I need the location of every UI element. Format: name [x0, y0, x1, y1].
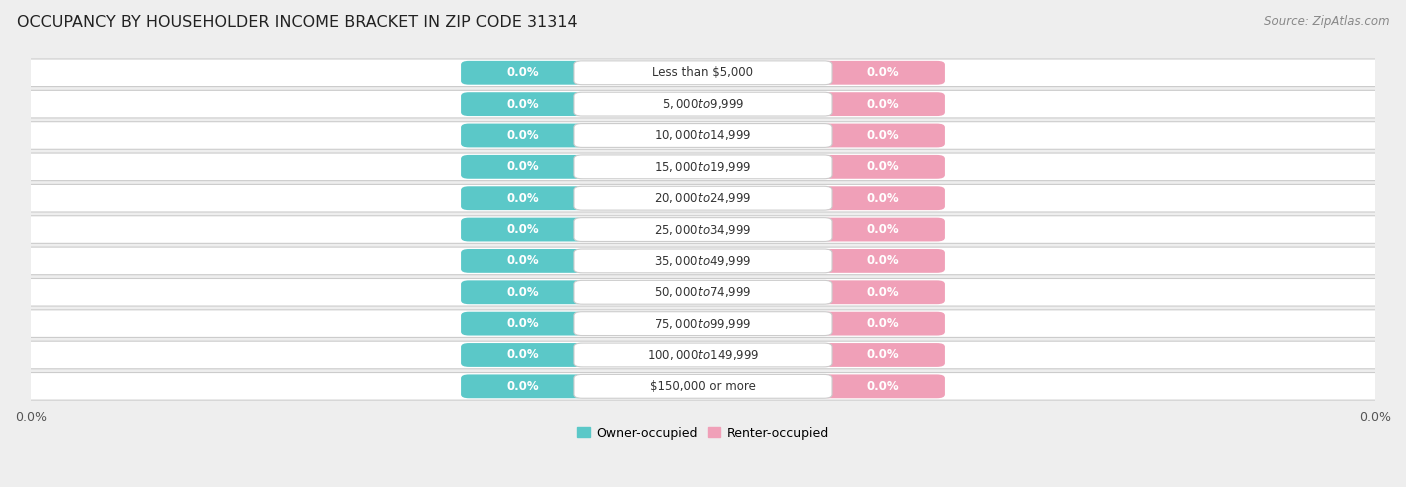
Text: 0.0%: 0.0%: [866, 192, 900, 205]
FancyBboxPatch shape: [461, 343, 585, 367]
FancyBboxPatch shape: [28, 122, 1378, 150]
FancyBboxPatch shape: [574, 375, 832, 398]
FancyBboxPatch shape: [821, 218, 945, 242]
FancyBboxPatch shape: [28, 59, 1378, 87]
FancyBboxPatch shape: [28, 153, 1378, 181]
FancyBboxPatch shape: [574, 281, 832, 304]
Text: 0.0%: 0.0%: [506, 129, 540, 142]
Text: 0.0%: 0.0%: [866, 254, 900, 267]
Text: 0.0%: 0.0%: [506, 349, 540, 361]
Text: $75,000 to $99,999: $75,000 to $99,999: [654, 317, 752, 331]
Text: 0.0%: 0.0%: [866, 317, 900, 330]
Text: $100,000 to $149,999: $100,000 to $149,999: [647, 348, 759, 362]
FancyBboxPatch shape: [461, 124, 585, 148]
FancyBboxPatch shape: [461, 155, 585, 179]
Text: 0.0%: 0.0%: [506, 317, 540, 330]
Text: 0.0%: 0.0%: [866, 349, 900, 361]
FancyBboxPatch shape: [28, 216, 1378, 244]
FancyBboxPatch shape: [461, 281, 585, 304]
Text: 0.0%: 0.0%: [866, 380, 900, 393]
Text: 0.0%: 0.0%: [506, 380, 540, 393]
Text: 0.0%: 0.0%: [866, 223, 900, 236]
FancyBboxPatch shape: [574, 155, 832, 179]
FancyBboxPatch shape: [461, 218, 585, 242]
FancyBboxPatch shape: [461, 249, 585, 273]
FancyBboxPatch shape: [28, 185, 1378, 212]
FancyBboxPatch shape: [821, 343, 945, 367]
Text: 0.0%: 0.0%: [506, 254, 540, 267]
FancyBboxPatch shape: [461, 312, 585, 336]
Legend: Owner-occupied, Renter-occupied: Owner-occupied, Renter-occupied: [572, 422, 834, 445]
FancyBboxPatch shape: [574, 312, 832, 336]
Text: 0.0%: 0.0%: [506, 223, 540, 236]
Text: $15,000 to $19,999: $15,000 to $19,999: [654, 160, 752, 174]
Text: $10,000 to $14,999: $10,000 to $14,999: [654, 129, 752, 143]
FancyBboxPatch shape: [461, 375, 585, 398]
Text: $20,000 to $24,999: $20,000 to $24,999: [654, 191, 752, 205]
Text: 0.0%: 0.0%: [866, 286, 900, 299]
Text: 0.0%: 0.0%: [506, 192, 540, 205]
FancyBboxPatch shape: [574, 124, 832, 148]
FancyBboxPatch shape: [28, 90, 1378, 118]
FancyBboxPatch shape: [821, 92, 945, 116]
FancyBboxPatch shape: [821, 281, 945, 304]
FancyBboxPatch shape: [574, 92, 832, 116]
FancyBboxPatch shape: [574, 249, 832, 273]
Text: 0.0%: 0.0%: [866, 129, 900, 142]
Text: 0.0%: 0.0%: [506, 160, 540, 173]
Text: OCCUPANCY BY HOUSEHOLDER INCOME BRACKET IN ZIP CODE 31314: OCCUPANCY BY HOUSEHOLDER INCOME BRACKET …: [17, 15, 578, 30]
FancyBboxPatch shape: [461, 61, 585, 85]
FancyBboxPatch shape: [574, 61, 832, 85]
Text: $150,000 or more: $150,000 or more: [650, 380, 756, 393]
Text: 0.0%: 0.0%: [866, 97, 900, 111]
Text: 0.0%: 0.0%: [506, 286, 540, 299]
Text: $35,000 to $49,999: $35,000 to $49,999: [654, 254, 752, 268]
FancyBboxPatch shape: [28, 341, 1378, 369]
FancyBboxPatch shape: [28, 279, 1378, 306]
Text: 0.0%: 0.0%: [866, 160, 900, 173]
FancyBboxPatch shape: [574, 187, 832, 210]
Text: 0.0%: 0.0%: [866, 66, 900, 79]
Text: 0.0%: 0.0%: [506, 97, 540, 111]
Text: Less than $5,000: Less than $5,000: [652, 66, 754, 79]
Text: $5,000 to $9,999: $5,000 to $9,999: [662, 97, 744, 111]
Text: $25,000 to $34,999: $25,000 to $34,999: [654, 223, 752, 237]
FancyBboxPatch shape: [574, 343, 832, 367]
FancyBboxPatch shape: [821, 61, 945, 85]
FancyBboxPatch shape: [461, 187, 585, 210]
FancyBboxPatch shape: [821, 187, 945, 210]
FancyBboxPatch shape: [821, 249, 945, 273]
FancyBboxPatch shape: [821, 155, 945, 179]
FancyBboxPatch shape: [821, 375, 945, 398]
Text: $50,000 to $74,999: $50,000 to $74,999: [654, 285, 752, 300]
FancyBboxPatch shape: [574, 218, 832, 242]
Text: Source: ZipAtlas.com: Source: ZipAtlas.com: [1264, 15, 1389, 28]
FancyBboxPatch shape: [28, 373, 1378, 400]
FancyBboxPatch shape: [28, 310, 1378, 337]
Text: 0.0%: 0.0%: [506, 66, 540, 79]
FancyBboxPatch shape: [821, 124, 945, 148]
FancyBboxPatch shape: [821, 312, 945, 336]
FancyBboxPatch shape: [28, 247, 1378, 275]
FancyBboxPatch shape: [461, 92, 585, 116]
